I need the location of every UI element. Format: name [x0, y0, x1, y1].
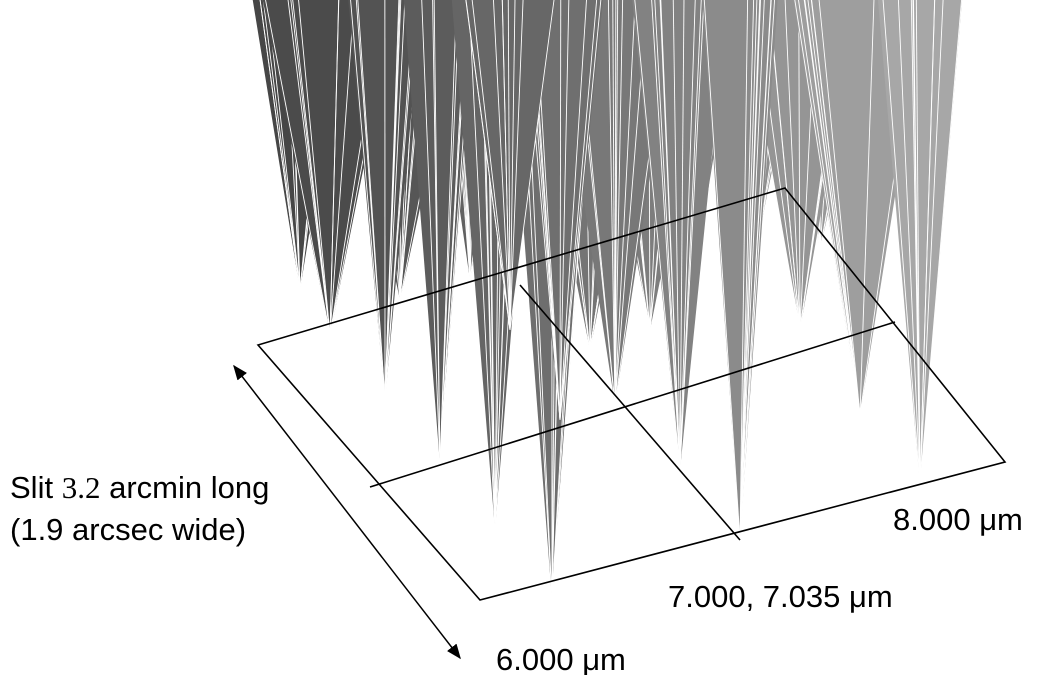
spike-line [290, 0, 331, 336]
spike-line [509, 0, 555, 331]
spike-line [468, 0, 496, 531]
spike [877, 0, 963, 485]
spike-line [739, 0, 749, 541]
spike-line [509, 0, 524, 331]
spike-line [287, 0, 331, 336]
spike-line [679, 0, 702, 471]
spike-line [919, 0, 963, 486]
slit-word: Slit [10, 470, 53, 505]
spike-line [357, 0, 386, 401]
spike-line [559, 0, 587, 421]
spike-line [559, 0, 570, 421]
spike-line [509, 0, 516, 331]
spike-line [607, 0, 616, 406]
spike-line [915, 0, 921, 486]
spike-line [897, 0, 921, 486]
spike-line [471, 0, 511, 331]
wavelength-label: 8.000 μm [893, 502, 1023, 537]
spike-line [614, 0, 636, 406]
spike [403, 0, 477, 465]
spike-line [265, 0, 331, 336]
spike-line [559, 0, 598, 421]
slit-label: Slit 3.2 arcmin long [10, 470, 269, 505]
spike-line [679, 0, 685, 471]
spike-line [679, 0, 696, 471]
spike-line [768, 0, 801, 331]
spike-line [329, 0, 355, 336]
spike-line [859, 0, 875, 416]
grid-line [519, 284, 741, 541]
spike-line [810, 0, 861, 416]
spike-line [465, 0, 511, 331]
spike-line [739, 0, 755, 541]
spike-line [559, 0, 562, 421]
spike-line [672, 0, 681, 471]
spike-line [384, 0, 400, 401]
spike-line [739, 0, 765, 541]
spike-line [794, 0, 861, 416]
spike-line [659, 0, 681, 471]
spike-line [739, 0, 761, 541]
slit-width-label: (1.9 arcsec wide) [10, 512, 246, 547]
wavelength-label: 6.000 μm [496, 642, 626, 675]
slit-unit: arcmin long [109, 470, 269, 505]
spike-line [259, 0, 301, 291]
spike-line [739, 0, 775, 541]
spike-line [329, 0, 340, 336]
spike-line [739, 0, 772, 541]
spike-line [501, 0, 511, 331]
spike-line [798, 0, 861, 416]
spike-line [784, 0, 801, 331]
spike-line [807, 0, 861, 416]
spikes [252, 0, 963, 601]
slit-arrow [233, 364, 461, 660]
spike-line [739, 0, 758, 541]
spike-line [493, 0, 511, 331]
spike-line [804, 0, 861, 416]
spike-line [298, 0, 331, 336]
spike-line [614, 0, 617, 406]
spike-line [798, 0, 801, 331]
spike [465, 0, 555, 330]
spike-line [559, 0, 602, 421]
spike-line [507, 0, 511, 331]
spike-line [912, 0, 921, 486]
spike-line [612, 0, 616, 406]
spike-line [703, 0, 741, 541]
wavelength-label: 7.000, 7.035 μm [668, 579, 893, 614]
slit-length: 3.2 [62, 470, 101, 505]
spike-line [818, 0, 861, 416]
spike-line [614, 0, 624, 406]
spike-line [350, 0, 386, 401]
spike [632, 0, 728, 470]
spike-line [882, 0, 921, 486]
spike-line [262, 0, 301, 291]
spike-line [384, 0, 406, 401]
spike-line [919, 0, 944, 486]
spike-line [919, 0, 936, 486]
spike [702, 0, 778, 540]
